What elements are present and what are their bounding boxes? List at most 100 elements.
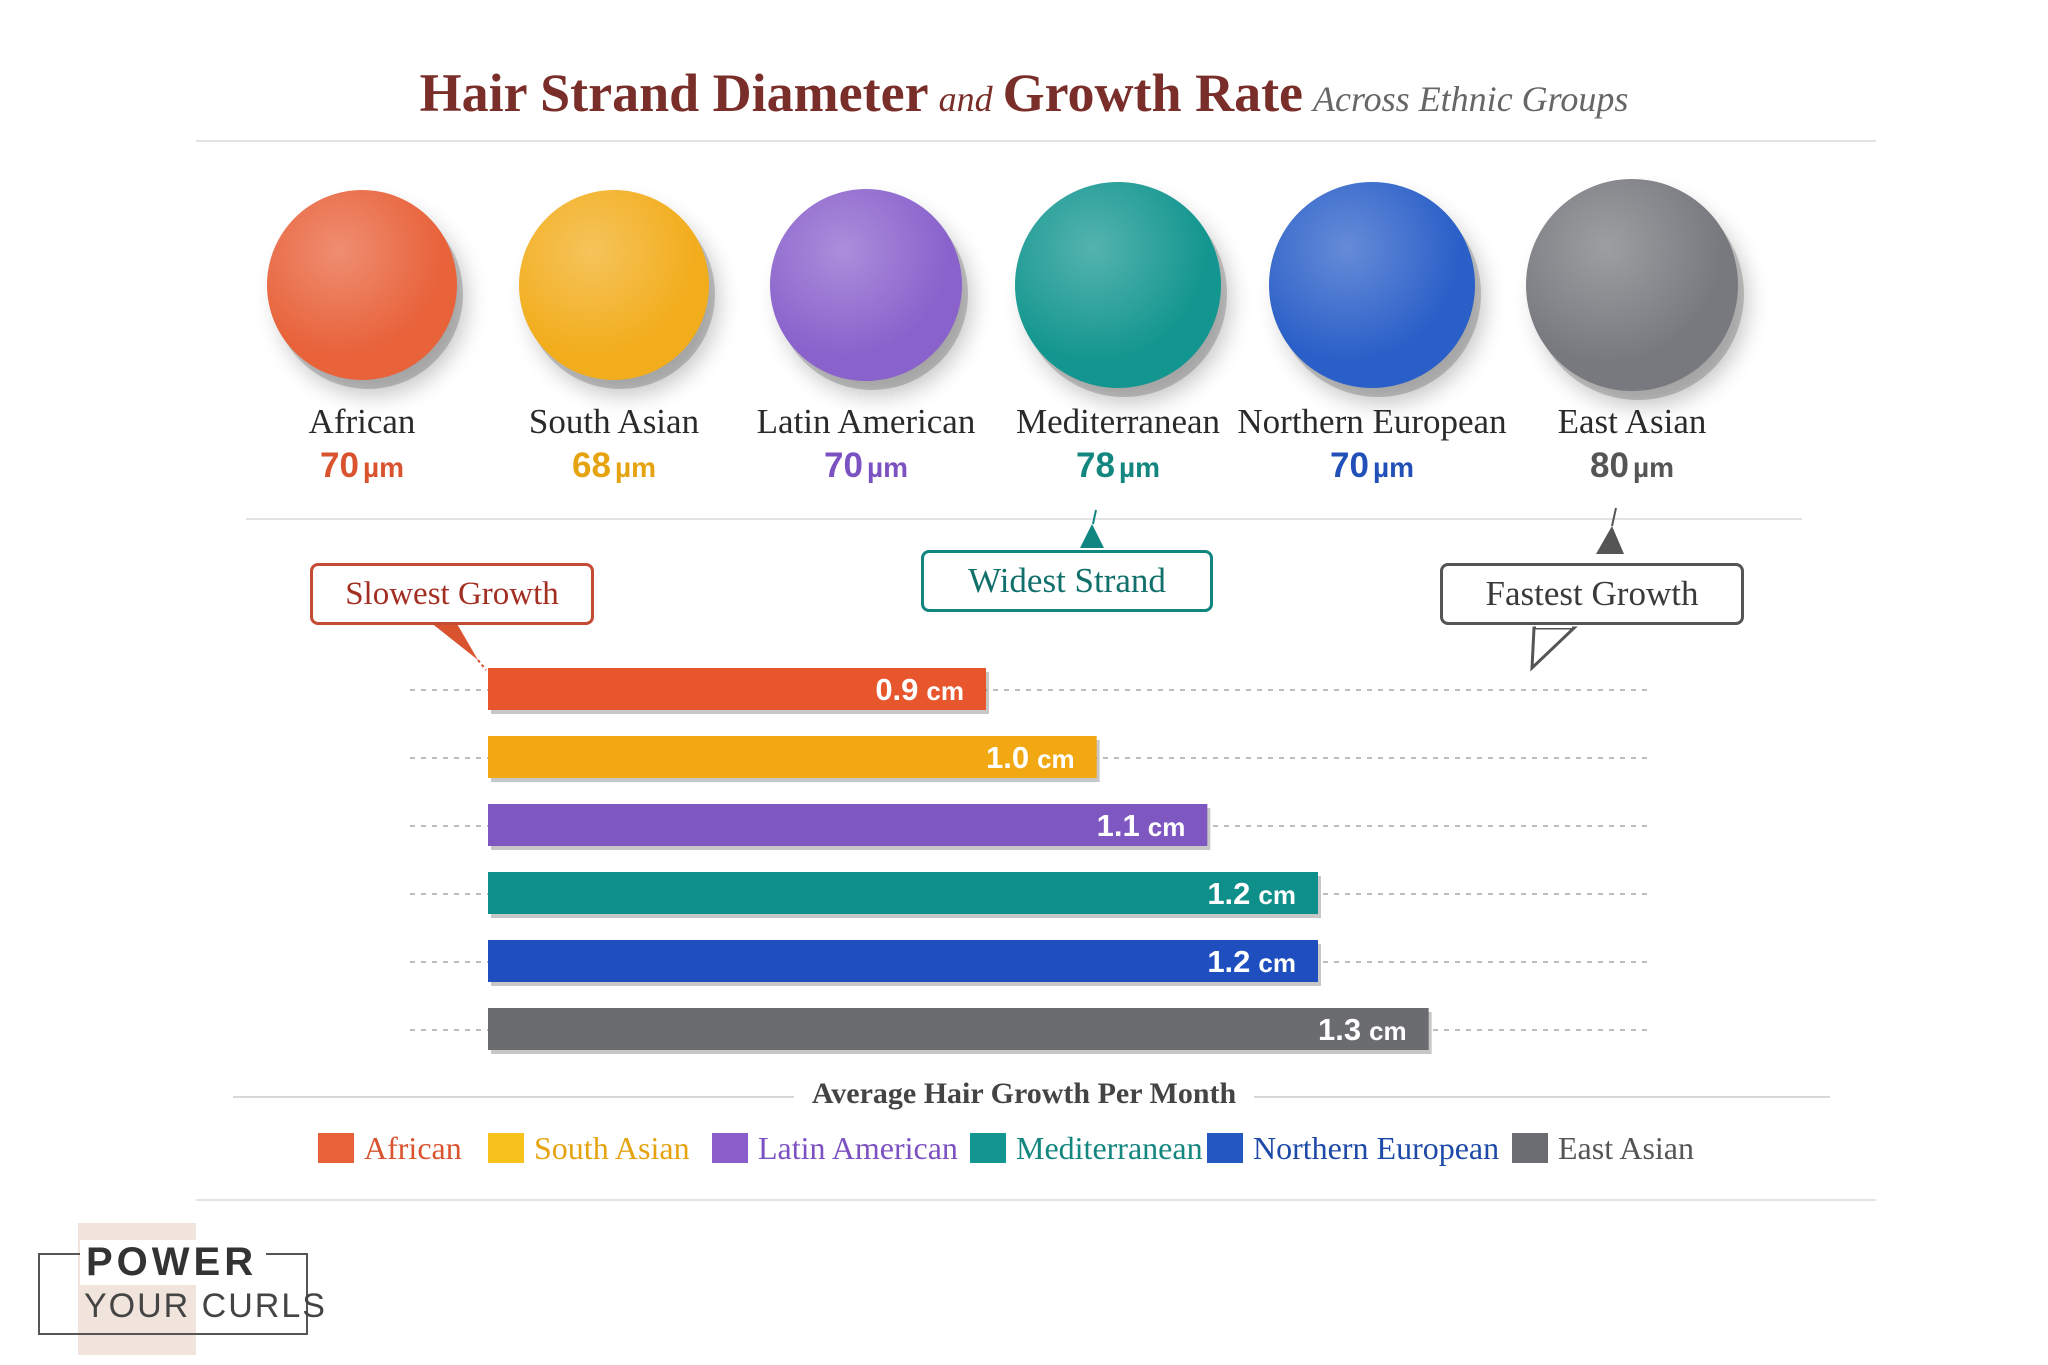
legend-swatch [488, 1133, 524, 1163]
group-label: East Asian [1557, 402, 1707, 441]
bar-value-unit: cm [1258, 948, 1296, 978]
diameter-number: 70 [824, 446, 863, 485]
diameter-unit: µm [614, 452, 656, 483]
bar-value-label: 0.9 cm [875, 672, 964, 707]
callout-widest-leader [1092, 509, 1097, 525]
diameter-value: 70 µm [726, 446, 1006, 486]
diameter-unit: µm [866, 452, 908, 483]
diameter-value: 80 µm [1492, 446, 1772, 486]
callout-slowest-growth: Slowest Growth [310, 563, 594, 625]
diameter-number: 68 [572, 446, 611, 485]
diameter-value: 70 µm [1232, 446, 1512, 486]
section-divider [246, 518, 1802, 520]
bar-value-unit: cm [1369, 1016, 1407, 1046]
diameter-value: 70 µm [222, 446, 502, 486]
legend-item: Latin American [712, 1128, 958, 1168]
bar-mediterranean [488, 872, 1318, 914]
title-part2: Growth Rate [1002, 63, 1304, 123]
group-label: African [308, 402, 416, 441]
diameter-number: 70 [1330, 446, 1369, 485]
bar-value-unit: cm [926, 676, 964, 706]
bar-latin-american [488, 804, 1208, 846]
diameter-circle-5 [1247, 182, 1497, 388]
group-label: Northern European [1237, 402, 1507, 441]
bar-value-number: 0.9 [875, 672, 918, 707]
diameter-number: 78 [1076, 446, 1115, 485]
legend-label: Mediterranean [1016, 1129, 1203, 1166]
legend-swatch [712, 1133, 748, 1163]
bar-value-number: 1.2 [1207, 944, 1250, 979]
bar-african [488, 668, 986, 710]
diameter-number: 80 [1590, 446, 1629, 485]
callout-fastest-text: Fastest Growth [1485, 574, 1699, 613]
legend-label: South Asian [534, 1129, 690, 1166]
bar-value-number: 1.0 [986, 740, 1029, 775]
logo-line1: POWER [80, 1240, 266, 1285]
circle-shape [1269, 182, 1475, 388]
bar-south-asian [488, 736, 1097, 778]
diameter-circle-1 [237, 190, 487, 380]
legend-label: East Asian [1558, 1129, 1694, 1166]
legend-item: East Asian [1512, 1128, 1694, 1168]
bar-northern-european [488, 940, 1318, 982]
diameter-number: 70 [320, 446, 359, 485]
bar-value-unit: cm [1258, 880, 1296, 910]
circle-shape [1015, 182, 1221, 388]
circle-shape [519, 190, 709, 380]
legend-swatch [318, 1133, 354, 1163]
bottom-divider [196, 1199, 1876, 1201]
diameter-circle-4 [993, 182, 1243, 388]
chart-axis-title: Average Hair Growth Per Month [793, 1077, 1255, 1110]
callout-slowest-leader [477, 659, 487, 671]
logo-line2: YOUR CURLS [84, 1287, 327, 1325]
diameter-circle-3 [741, 189, 991, 381]
group-label: South Asian [528, 402, 700, 441]
circle-shape [267, 190, 457, 380]
legend-item: Mediterranean [970, 1128, 1203, 1168]
callout-widest-text: Widest Strand [968, 561, 1166, 600]
legend-item: Northern European [1207, 1128, 1499, 1168]
callout-slowest-pointer [430, 622, 478, 660]
diameter-value: 78 µm [978, 446, 1258, 486]
diameter-value: 68 µm [474, 446, 754, 486]
bar-value-label: 1.2 cm [1207, 944, 1296, 979]
diameter-unit: µm [1632, 452, 1674, 483]
callout-fastest-growth: Fastest Growth [1440, 563, 1744, 625]
bar-east-asian [488, 1008, 1429, 1050]
legend-item: South Asian [488, 1128, 690, 1168]
bar-value-number: 1.3 [1318, 1012, 1361, 1047]
bar-value-unit: cm [1037, 744, 1075, 774]
diameter-circle-6 [1507, 179, 1757, 391]
legend-swatch [1207, 1133, 1243, 1163]
title-subtitle: Across Ethnic Groups [1313, 79, 1629, 119]
callout-widest-strand: Widest Strand [921, 550, 1213, 612]
callout-slowest-text: Slowest Growth [345, 575, 559, 612]
legend-swatch [970, 1133, 1006, 1163]
group-label: Mediterranean [1015, 402, 1221, 441]
legend-label: Latin American [758, 1129, 958, 1166]
legend-item: African [318, 1128, 462, 1168]
title-divider [196, 140, 1876, 142]
legend-swatch [1512, 1133, 1548, 1163]
bar-value-label: 1.0 cm [986, 740, 1075, 775]
group-label: Latin American [756, 402, 976, 441]
legend-label: African [364, 1129, 462, 1166]
bar-value-number: 1.2 [1207, 876, 1250, 911]
diameter-unit: µm [1118, 452, 1160, 483]
diameter-circle-2 [489, 190, 739, 380]
bar-value-label: 1.3 cm [1318, 1012, 1407, 1047]
callout-widest-pointer [1080, 524, 1104, 548]
callout-fastest-tail [1530, 626, 1578, 672]
legend-title: Average Hair Growth Per Month [0, 1077, 2048, 1111]
bar-value-label: 1.1 cm [1097, 808, 1186, 843]
chart-title: Hair Strand Diameter and Growth Rate Across… [0, 62, 2048, 124]
title-and: and [938, 79, 993, 119]
callout-fastest-pointer [1596, 526, 1624, 554]
circle-shape [770, 189, 962, 381]
bar-value-unit: cm [1148, 812, 1186, 842]
diameter-unit: µm [362, 452, 404, 483]
diameter-unit: µm [1372, 452, 1414, 483]
circle-shape [1526, 179, 1738, 391]
title-part1: Hair Strand Diameter [419, 63, 929, 123]
